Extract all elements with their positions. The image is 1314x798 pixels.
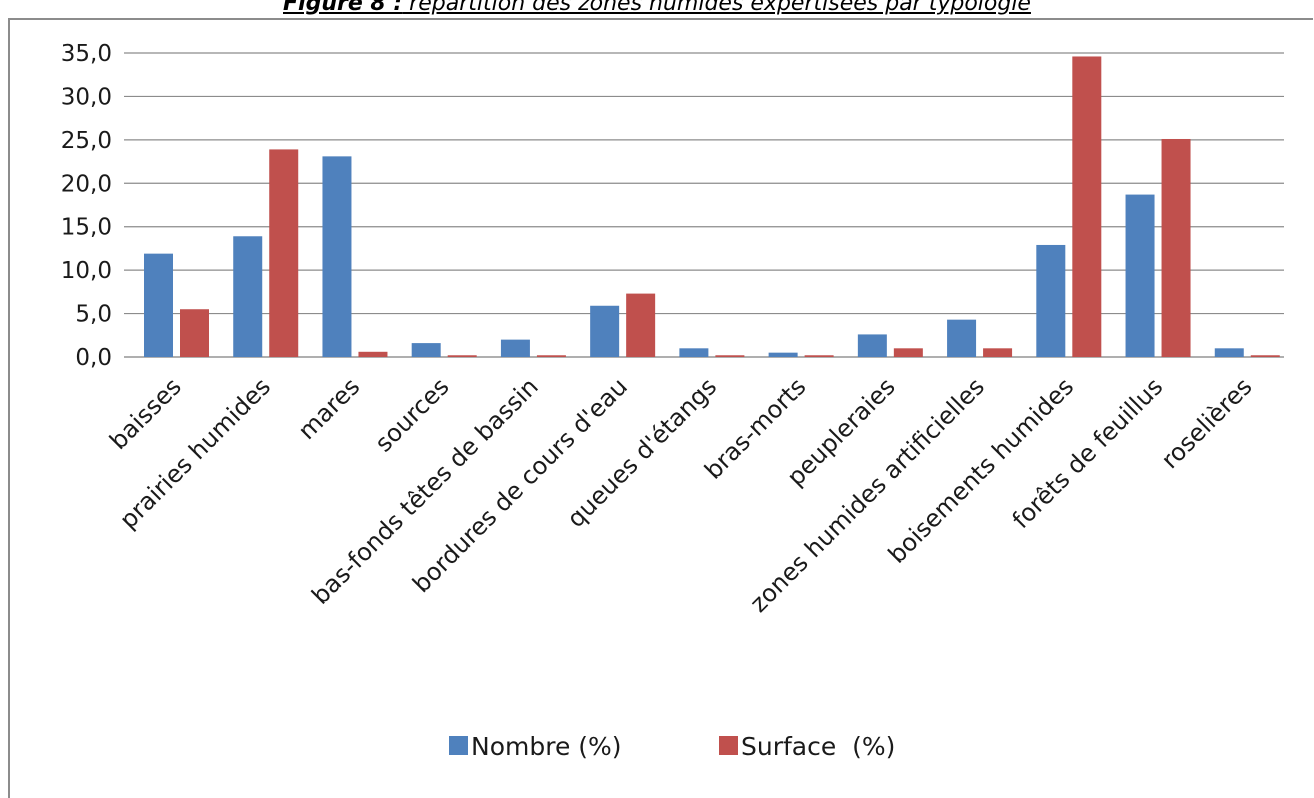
bar-nombre [1036, 244, 1066, 357]
y-tick-label: 25,0 [61, 128, 112, 154]
bar-surface [180, 309, 209, 357]
legend-swatch [719, 736, 738, 755]
bar-surface [715, 355, 745, 357]
category-label: mares [293, 372, 366, 445]
y-axis-ticks: 0,0 5,0 10,0 15,0 20,0 25,0 30,0 35,0 [61, 41, 112, 371]
bar-nombre [590, 305, 620, 357]
figure-caption-text: répartition des zones humides expertisée… [402, 0, 1031, 16]
y-tick-label: 20,0 [61, 171, 112, 197]
bar-surface [269, 149, 299, 357]
legend-label: Nombre (%) [471, 732, 622, 761]
y-tick-label: 30,0 [61, 84, 112, 110]
legend-label: Surface (%) [741, 732, 895, 761]
bar-surface [1072, 56, 1102, 358]
legend-swatch [449, 736, 468, 755]
category-label: baisses [104, 372, 187, 455]
bar-nombre [857, 334, 887, 357]
category-label: prairies humides [114, 372, 276, 534]
category-label: forêts de feuillus [1007, 372, 1169, 534]
bar-nombre [233, 236, 263, 357]
bar-surface [804, 355, 834, 357]
bar-surface [358, 351, 388, 357]
bar-nombre [1125, 194, 1155, 357]
bar-nombre [679, 348, 709, 357]
bar-nombre [500, 339, 530, 357]
category-label: sources [370, 372, 455, 457]
y-tick-label: 5,0 [75, 302, 112, 328]
y-tick-label: 0,0 [75, 345, 112, 371]
bar-nombre [1214, 348, 1244, 357]
bar-surface [1161, 138, 1191, 357]
bar-nombre [947, 319, 977, 357]
bar-surface [983, 348, 1013, 357]
bars [144, 56, 1280, 358]
bar-surface [536, 355, 566, 357]
bar-nombre [768, 352, 798, 357]
bar-nombre [144, 253, 173, 357]
chart-frame [8, 18, 1313, 798]
figure-caption-lead: Figure 8 : [283, 0, 403, 16]
bar-surface [893, 348, 923, 357]
bar-surface [1250, 355, 1280, 357]
category-label: roselières [1156, 372, 1258, 474]
y-tick-label: 15,0 [61, 215, 112, 241]
bar-surface [626, 293, 656, 357]
y-tick-label: 10,0 [61, 258, 112, 284]
y-tick-label: 35,0 [61, 41, 112, 67]
bar-nombre [322, 156, 352, 357]
category-label: queues d'étangs [562, 372, 723, 533]
legend: Nombre (%) Surface (%) [449, 732, 895, 761]
bar-nombre [411, 343, 441, 357]
figure-caption: Figure 8 : répartition des zones humides… [0, 0, 1314, 16]
bar-surface [447, 355, 477, 357]
